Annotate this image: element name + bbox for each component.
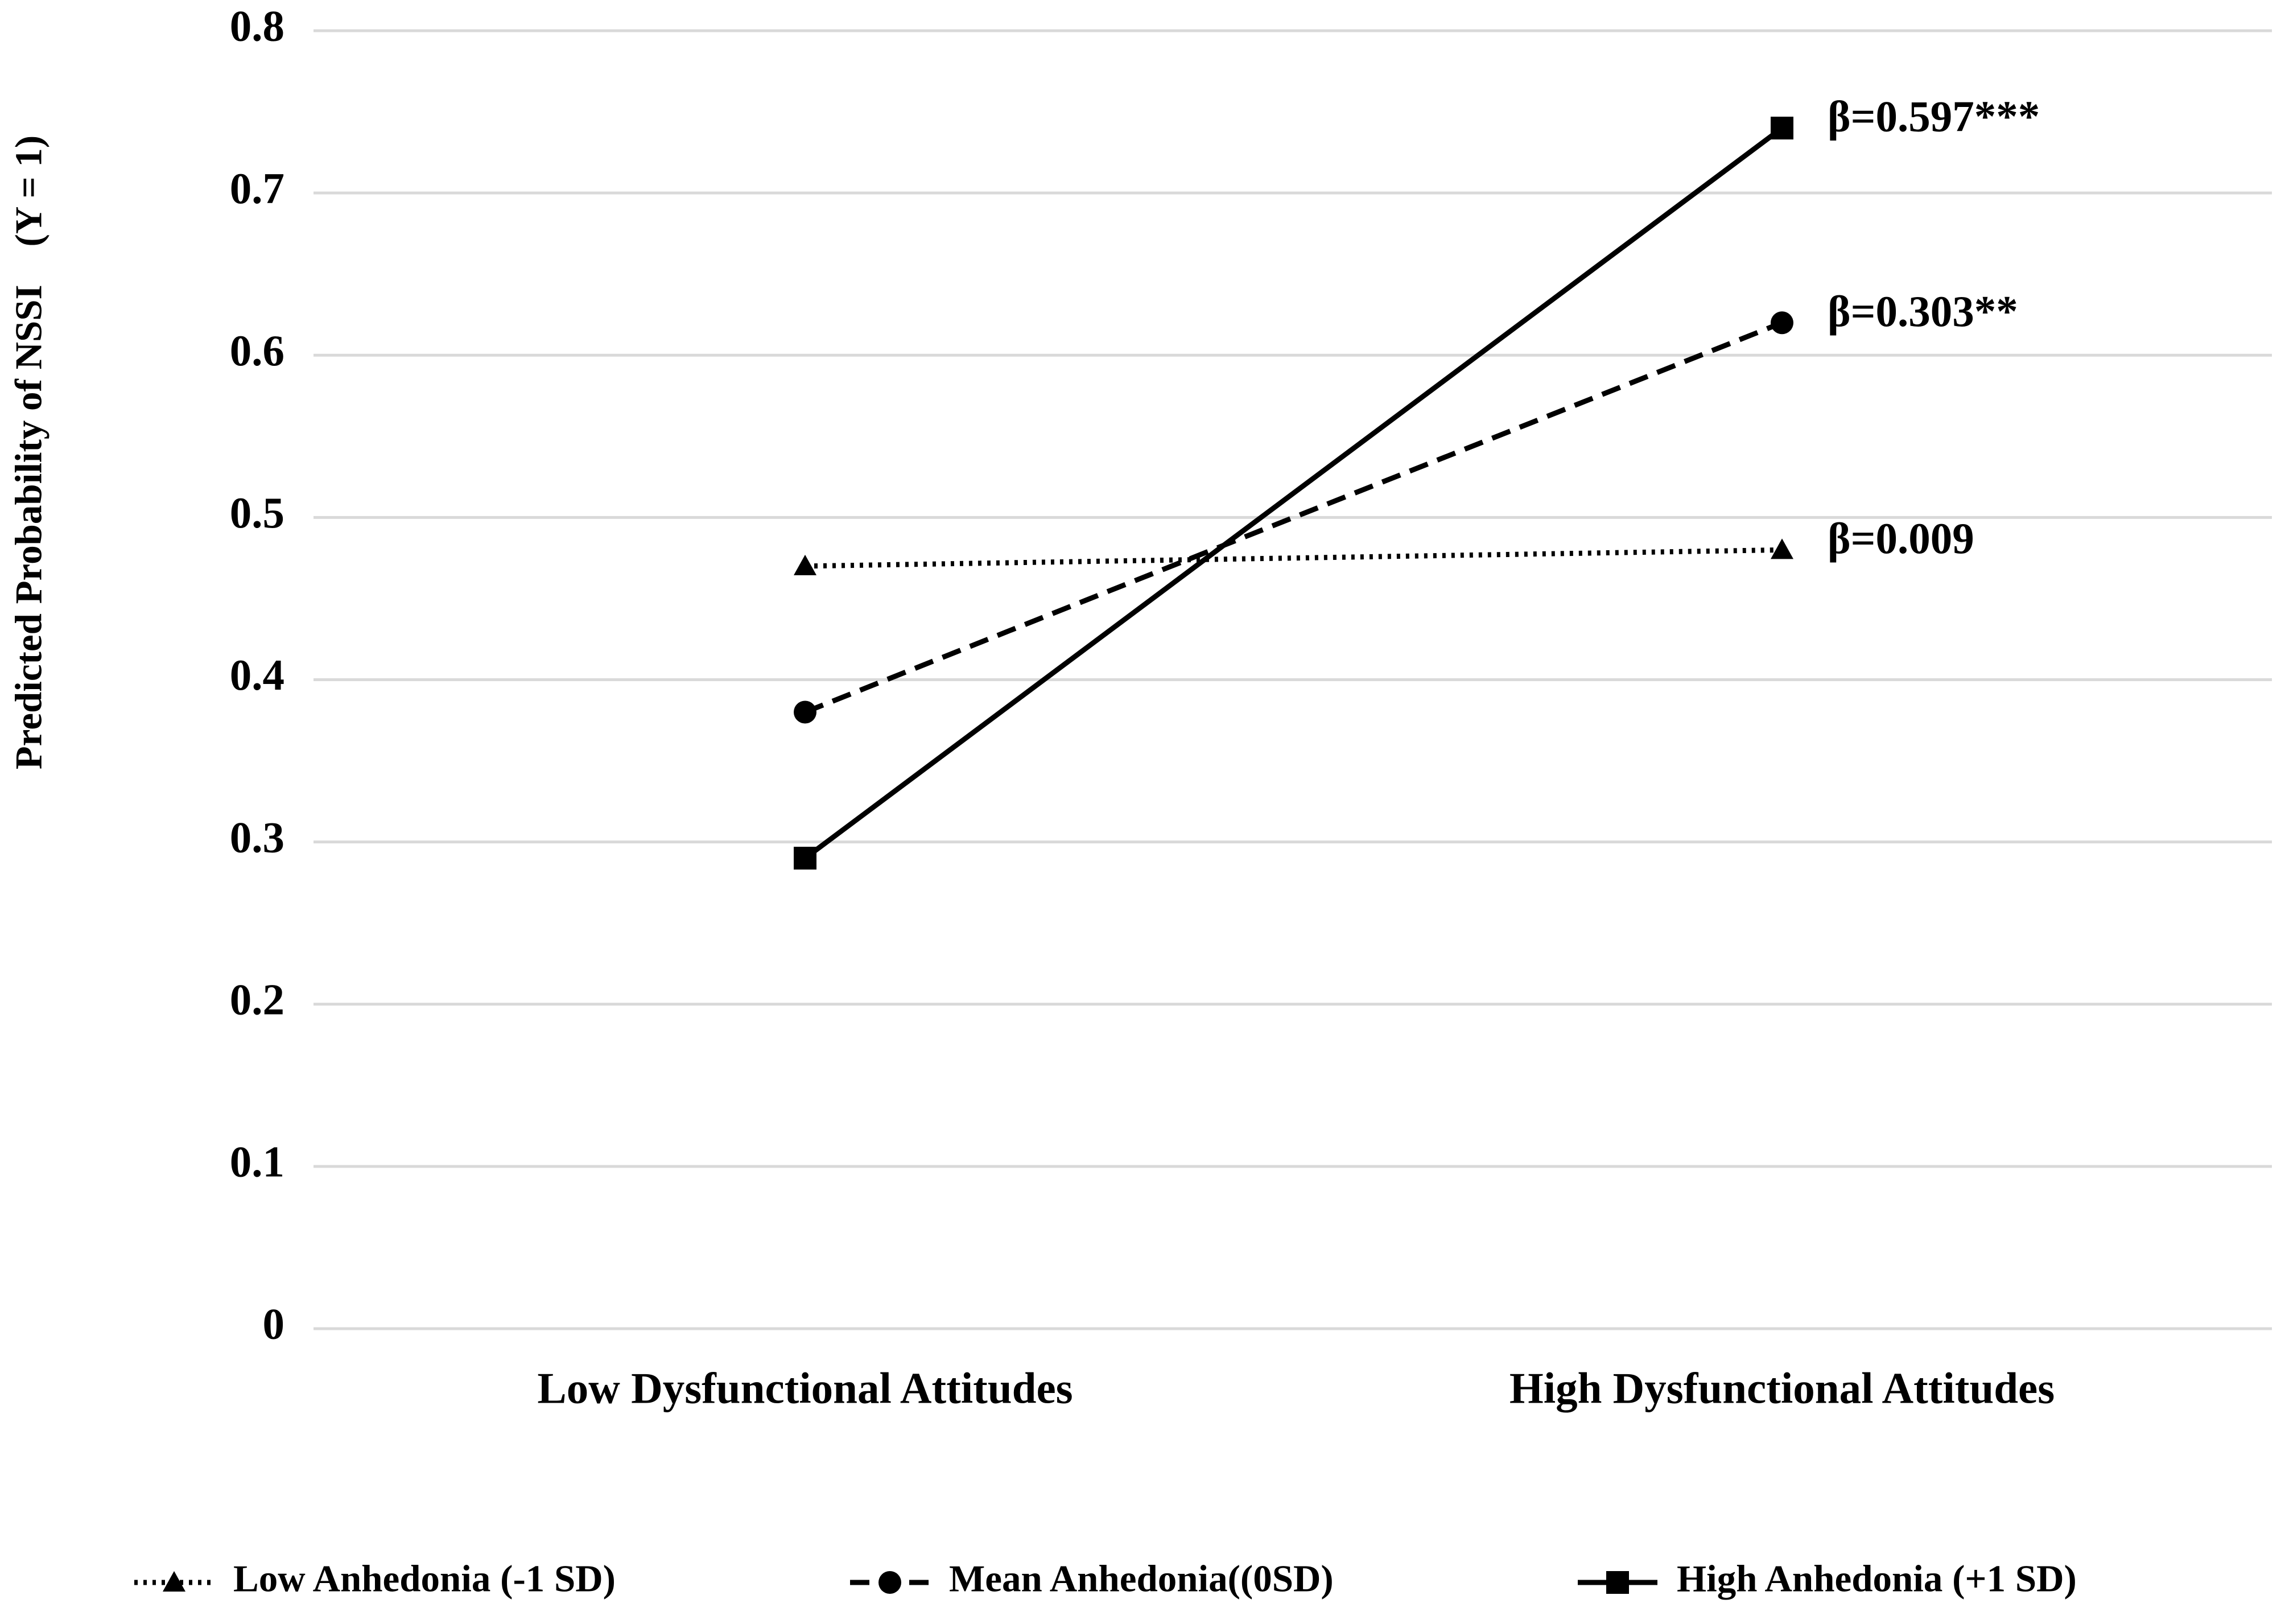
series-line	[803, 126, 1784, 860]
series-line	[805, 547, 1783, 569]
y-tick-label: 0.6	[230, 326, 284, 375]
marker	[1771, 311, 1793, 335]
marker	[794, 554, 816, 575]
x-tick-label: High Dysfunctional Attitudes	[1509, 1364, 2055, 1413]
y-tick-label: 0.7	[230, 164, 284, 213]
marker	[1771, 117, 1793, 140]
legend-label: High Anhedonia (+1 SD)	[1677, 1557, 2077, 1600]
annotation: β=0.597***	[1828, 92, 2040, 141]
y-tick-label: 0.3	[230, 813, 284, 862]
annotation: β=0.303**	[1828, 287, 2018, 336]
y-axis-label: Predicted Probability of NSSI (Y = 1)	[7, 135, 50, 770]
y-tick-label: 0.2	[230, 975, 284, 1024]
series-line	[804, 320, 1783, 715]
y-tick-label: 0	[263, 1300, 285, 1349]
marker	[794, 847, 816, 870]
x-tick-label: Low Dysfunctional Attitudes	[537, 1364, 1073, 1413]
legend-marker	[878, 1571, 901, 1594]
y-tick-label: 0.4	[230, 650, 284, 699]
y-tick-label: 0.5	[230, 488, 284, 537]
annotation: β=0.009	[1828, 514, 1974, 563]
y-tick-label: 0.8	[230, 2, 284, 51]
legend-label: Mean Anhedonia((0SD)	[949, 1557, 1334, 1600]
legend-marker	[163, 1571, 185, 1592]
marker	[794, 700, 816, 724]
legend-marker	[1606, 1571, 1629, 1594]
legend-label: Low Anhedonia (-1 SD)	[233, 1557, 616, 1600]
y-tick-label: 0.1	[230, 1137, 284, 1186]
marker	[1771, 538, 1793, 559]
